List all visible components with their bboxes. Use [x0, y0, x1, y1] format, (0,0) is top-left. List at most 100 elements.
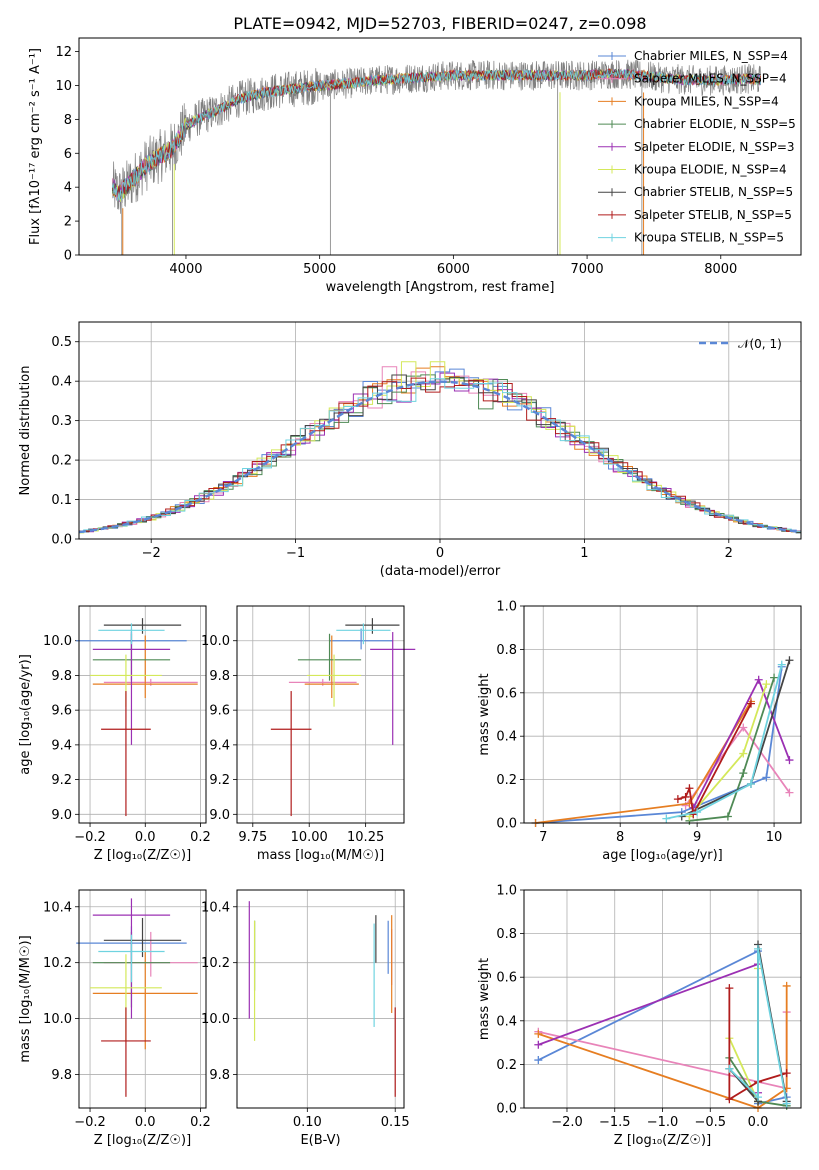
weight-vs-age-marker	[685, 784, 694, 793]
age-vs-mass-ytick-label: 9.8	[209, 669, 230, 684]
mass-vs-ebv-xlabel: E(B-V)	[300, 1133, 340, 1148]
age-vs-Z-frame	[78, 605, 207, 824]
mass-vs-Z-ytick-label: 9.8	[51, 1068, 72, 1083]
weight-vs-age-marker	[662, 814, 671, 823]
legend-entry-2: Salpeter MILES, N_SSP=4	[634, 72, 787, 86]
mass-vs-Z-ytick-label: 10.2	[43, 956, 72, 971]
residuals-ytick-label: 0.5	[51, 335, 72, 350]
weight-vs-Z-marker	[725, 1064, 734, 1073]
weight-vs-Z-marker	[534, 1040, 543, 1049]
age-vs-mass-frame	[236, 605, 405, 824]
weight-vs-Z-line-3	[538, 985, 788, 1109]
weight-vs-age-marker	[785, 788, 794, 797]
weight-vs-age-ytick-label: 0.6	[496, 686, 517, 701]
spectrum-ytick-label: 12	[55, 45, 72, 60]
weight-vs-Z-marker	[534, 1029, 543, 1038]
histogram-9	[79, 378, 801, 533]
weight-vs-age-marker	[739, 769, 748, 778]
residuals-xtick-label: 0	[436, 546, 444, 561]
mass-vs-ebv-ytick-label: 9.8	[209, 1068, 230, 1083]
age-vs-mass-ytick-label: 9.6	[209, 704, 230, 719]
mass-vs-ebv-xtick-label: 0.15	[381, 1115, 410, 1130]
weight-vs-age-xtick-label: 10	[766, 830, 783, 845]
weight-vs-Z-line-9	[728, 948, 788, 1104]
age-vs-mass-ytick-label: 9.0	[209, 808, 230, 823]
weight-vs-Z-marker	[782, 1069, 791, 1078]
mass-vs-Z-xtick-label: −0.2	[74, 1115, 106, 1130]
weight-vs-Z-marker	[754, 944, 763, 953]
residuals-axes: −2 −1 0 1 2 0.0 0.1 0.2 0.3 0.4 0.5 (data-model)/er…	[18, 322, 801, 579]
mass-vs-ebv-ytick-label: 10.0	[201, 1012, 230, 1027]
weight-vs-Z-line-8	[728, 988, 787, 1101]
age-vs-Z-points	[76, 618, 198, 817]
age-vs-Z-axes: −0.2 0.0 0.2 9.0 9.2 9.4 9.6 9.8 10.0 Z [log₁₀(Z/…	[18, 606, 211, 863]
weight-vs-age-ytick-label: 0.8	[496, 643, 517, 658]
residuals-ylabel: Normed distribution	[18, 366, 33, 496]
age-vs-Z-xlabel: Z [log₁₀(Z/Z☉)]	[94, 848, 191, 863]
legend-entry-6: Kroupa ELODIE, N_SSP=4	[634, 163, 787, 177]
weight-vs-Z-xtick-label: −1.0	[647, 1115, 679, 1130]
weight-vs-age-marker	[739, 749, 748, 758]
weight-vs-age-marker	[723, 812, 732, 821]
age-vs-Z-ylabel: age [log₁₀(age/yr)]	[18, 654, 33, 775]
weight-vs-age-marker	[762, 680, 771, 689]
weight-vs-Z-ytick-label: 0.0	[496, 1102, 517, 1117]
age-vs-Z-xtick-label: 0.2	[190, 830, 211, 845]
age-vs-Z-ytick-label: 9.6	[51, 704, 72, 719]
weight-vs-age-line-4	[689, 677, 775, 822]
weight-vs-age-ylabel: mass weight	[477, 673, 492, 755]
spectrum-xtick-label: 8000	[704, 262, 737, 277]
residuals-ytick-label: 0.0	[51, 533, 72, 548]
weight-vs-Z-marker	[534, 1056, 543, 1065]
weight-vs-age-marker	[693, 808, 702, 817]
age-vs-mass-points	[270, 618, 416, 817]
age-vs-mass-xlabel: mass [log₁₀(M/M☉)]	[257, 848, 384, 863]
weight-vs-age-marker	[673, 795, 682, 804]
spectrum-xtick-label: 6000	[437, 262, 470, 277]
weight-vs-age-marker	[785, 656, 794, 665]
mass-vs-Z-ylabel: mass [log₁₀(M/M☉)]	[18, 935, 33, 1062]
weight-vs-age-ytick-label: 1.0	[496, 600, 517, 615]
weight-vs-age-xtick-label: 9	[693, 830, 701, 845]
age-vs-mass-ytick-label: 9.4	[209, 738, 230, 753]
weight-vs-Z-marker	[725, 1095, 734, 1104]
residuals-ytick-label: 0.1	[51, 493, 72, 508]
spectrum-ytick-label: 10	[55, 79, 72, 94]
figure-title: PLATE=0942, MJD=52703, FIBERID=0247, z=0…	[233, 14, 646, 33]
weight-vs-Z-ytick-label: 0.4	[496, 1014, 517, 1029]
weight-vs-age-line-9	[666, 664, 783, 820]
weight-vs-age-marker	[739, 723, 748, 732]
legend-entry-4: Chabrier ELODIE, N_SSP=5	[634, 117, 796, 131]
weight-vs-Z-xtick-label: −0.5	[694, 1115, 726, 1130]
legend-entry-9: Kroupa STELIB, N_SSP=5	[634, 231, 784, 245]
weight-vs-age-marker	[681, 792, 690, 801]
residuals-bars	[79, 361, 801, 534]
mass-vs-ebv-ytick-label: 10.2	[201, 956, 230, 971]
weight-vs-Z-series	[534, 940, 791, 1112]
weight-vs-age-marker	[746, 699, 755, 708]
residuals-ytick-label: 0.2	[51, 454, 72, 469]
age-vs-Z-ytick-label: 10.0	[43, 634, 72, 649]
spectrum-axes: 4000 5000 6000 7000 8000 0 2 4 6 8 10 12 wavelength …	[28, 45, 737, 295]
mass-vs-Z-ytick-label: 10.4	[43, 900, 72, 915]
weight-vs-age-ytick-label: 0.2	[496, 773, 517, 788]
weight-vs-Z-xtick-label: −2.0	[551, 1115, 583, 1130]
residuals-legend-entry: 𝒩(0, 1)	[738, 337, 782, 351]
weight-vs-age-series	[531, 656, 794, 827]
weight-vs-Z-ytick-label: 0.2	[496, 1058, 517, 1073]
weight-vs-Z-ytick-label: 0.6	[496, 971, 517, 986]
residuals-frame	[78, 321, 802, 540]
weight-vs-age-ytick-label: 0.0	[496, 817, 517, 832]
age-vs-Z-xtick-label: −0.2	[74, 830, 106, 845]
mass-vs-Z-ytick-label: 10.0	[43, 1012, 72, 1027]
mass-vs-Z-points	[76, 898, 198, 1097]
legend-entry-8: Salpeter STELIB, N_SSP=5	[634, 208, 792, 222]
weight-vs-Z-ytick-label: 1.0	[496, 884, 517, 899]
age-vs-mass-axes: 9.75 10.00 10.25 9.0 9.2 9.4 9.6 9.8 10.0 mass [l…	[201, 606, 404, 863]
mass-vs-ebv-xtick-label: 0.10	[293, 1115, 322, 1130]
mass-vs-ebv-axes: 0.10 0.15 9.8 10.0 10.2 10.4 E(B-V)	[201, 890, 410, 1148]
age-vs-Z-xtick-label: 0.0	[135, 830, 156, 845]
weight-vs-Z-ylabel: mass weight	[477, 958, 492, 1040]
weight-vs-age-marker	[746, 779, 755, 788]
weight-vs-Z-xtick-label: 0.0	[748, 1115, 769, 1130]
